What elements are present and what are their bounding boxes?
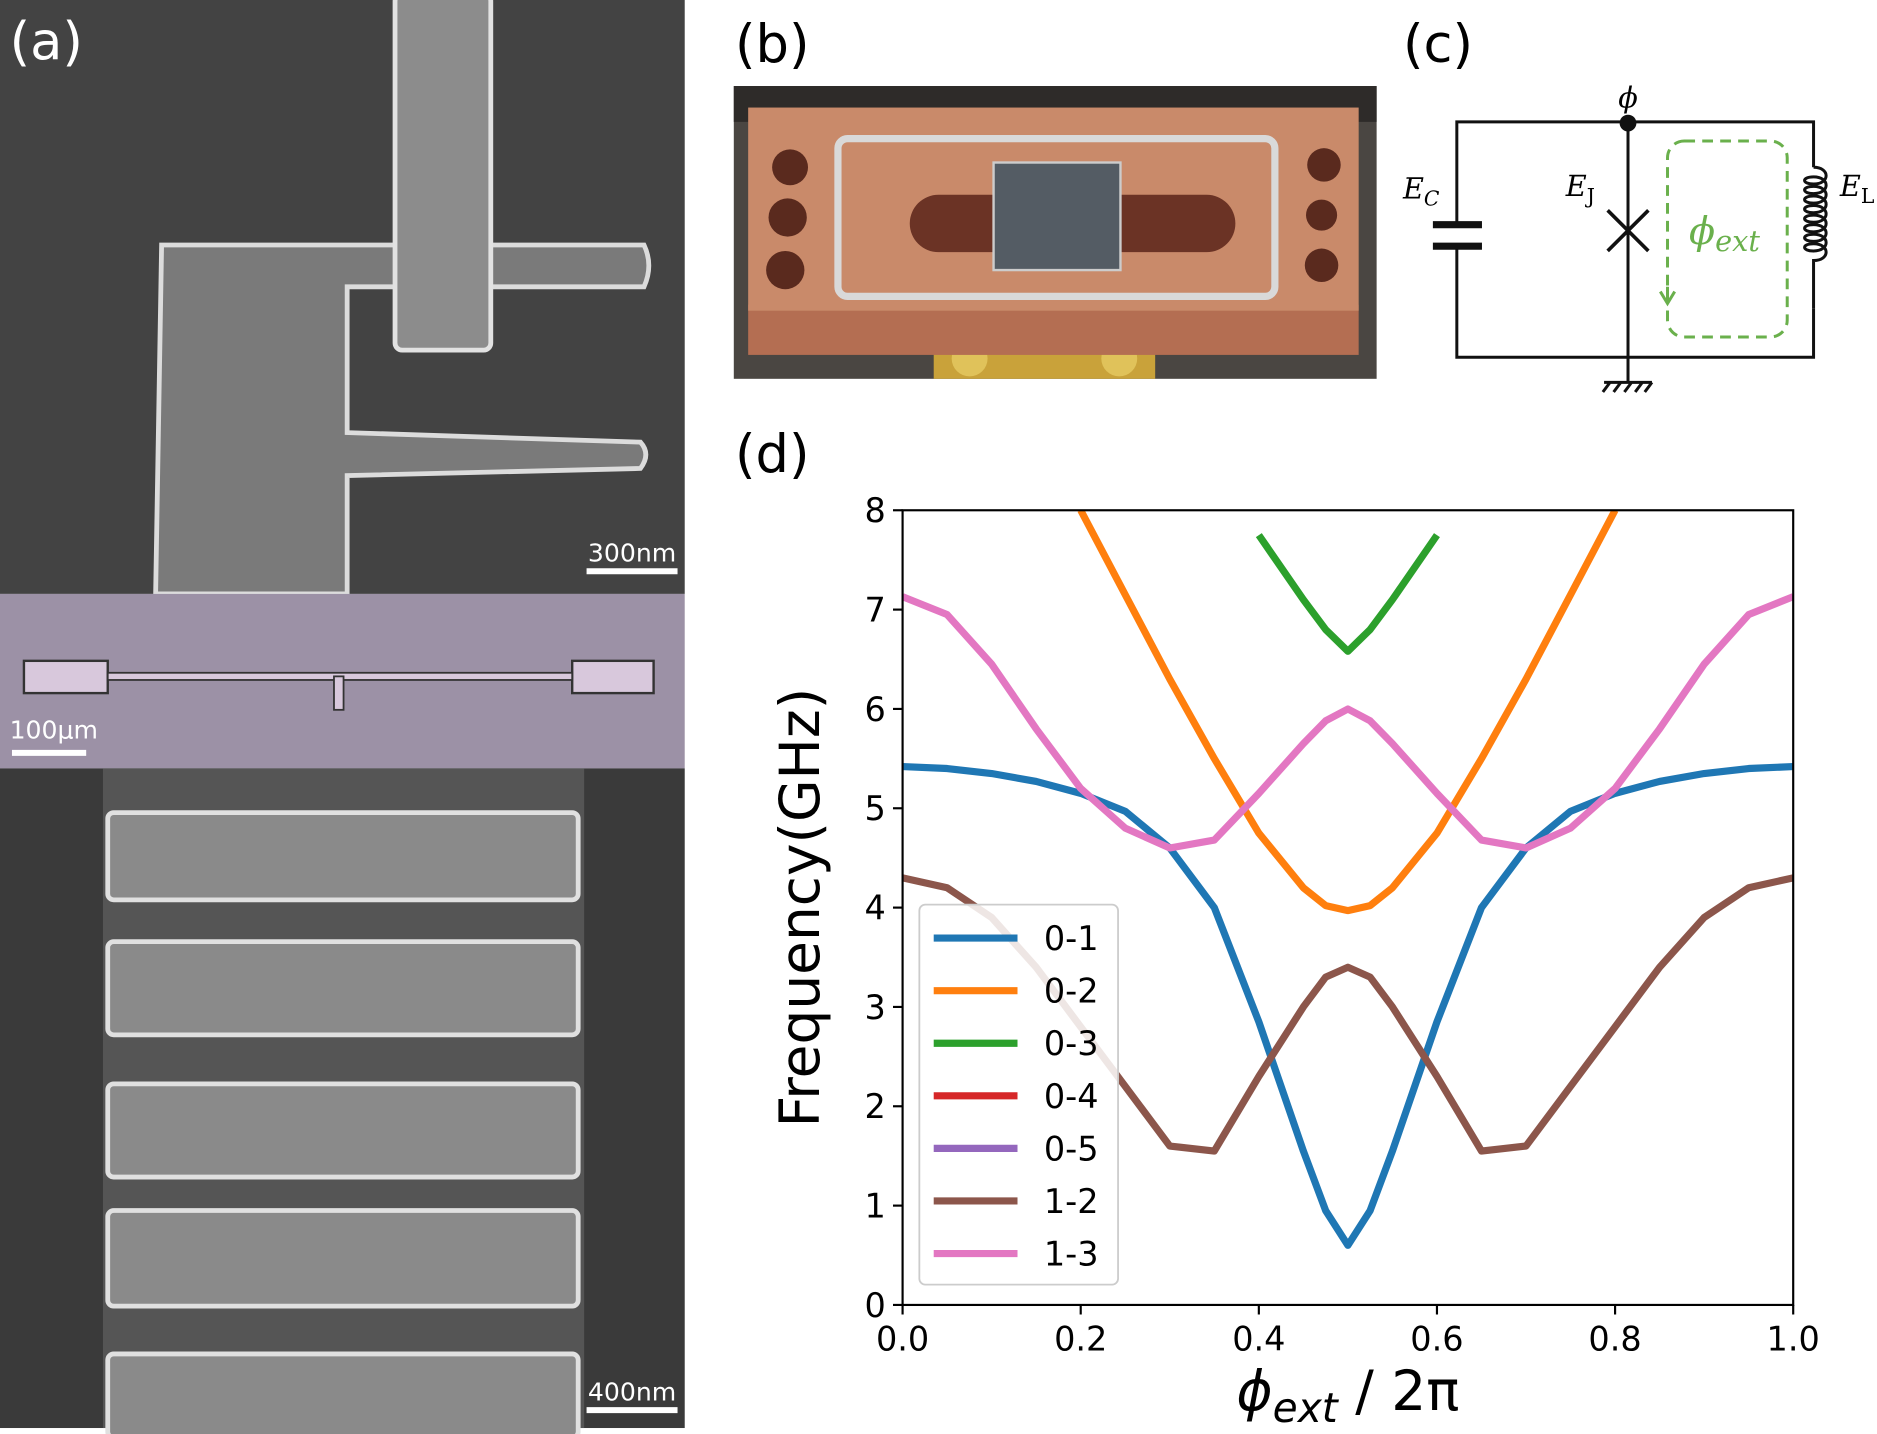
ej-label: EJ bbox=[1565, 169, 1595, 208]
series-line bbox=[1077, 510, 1619, 915]
x-axis-label: ϕext / 2π bbox=[1236, 1359, 1459, 1432]
junction bbox=[333, 675, 345, 711]
flux-label: ϕext bbox=[1689, 209, 1760, 258]
x-tick-label: 0.8 bbox=[1588, 1319, 1641, 1358]
node bbox=[1619, 114, 1637, 132]
el-sub: L bbox=[1861, 184, 1875, 208]
scale-label: 300nm bbox=[588, 539, 676, 568]
hole bbox=[766, 250, 805, 290]
legend-label: 0-5 bbox=[1044, 1129, 1099, 1168]
hole bbox=[1304, 248, 1339, 283]
sem-bottom: 400nm bbox=[0, 768, 685, 1434]
scale-label: 400nm bbox=[588, 1378, 676, 1407]
legend-label: 0-1 bbox=[1044, 919, 1099, 958]
hole bbox=[1307, 148, 1341, 182]
x-tick-label: 0.0 bbox=[876, 1319, 929, 1358]
ej-main: E bbox=[1565, 169, 1587, 203]
pad bbox=[571, 659, 655, 695]
junction bbox=[1606, 209, 1650, 253]
sem-electrode bbox=[153, 242, 652, 597]
series-line bbox=[1255, 533, 1440, 655]
sem-bar bbox=[105, 1208, 581, 1309]
el-main: E bbox=[1839, 169, 1861, 203]
pad bbox=[22, 659, 109, 695]
y-tick-label: 3 bbox=[865, 988, 886, 1027]
ej-sub: J bbox=[1585, 184, 1595, 208]
sem-bar bbox=[105, 1351, 581, 1434]
chip bbox=[992, 161, 1122, 272]
x-label-subscript: ext bbox=[1273, 1384, 1340, 1432]
panel-label: (a) bbox=[10, 12, 83, 73]
circuit bbox=[1432, 120, 1828, 393]
legend-label: 1-3 bbox=[1044, 1235, 1099, 1274]
y-tick-label: 7 bbox=[865, 591, 886, 630]
el-label: EL bbox=[1839, 169, 1875, 208]
flux-arrow bbox=[1659, 286, 1676, 307]
x-label-rest: / 2π bbox=[1338, 1359, 1460, 1423]
hole bbox=[1305, 199, 1338, 231]
node-label: ϕ bbox=[1618, 81, 1638, 115]
plot-lines bbox=[902, 510, 1794, 1249]
y-tick-label: 8 bbox=[865, 491, 886, 530]
sem-lead bbox=[392, 0, 494, 353]
ec-sub: C bbox=[1424, 187, 1440, 211]
y-tick-label: 1 bbox=[865, 1187, 886, 1226]
x-tick-label: 0.4 bbox=[1232, 1319, 1285, 1358]
panel-label: (c) bbox=[1403, 14, 1473, 75]
y-tick-label: 6 bbox=[865, 690, 886, 729]
ec-label: EC bbox=[1402, 171, 1440, 210]
flux-sub: ext bbox=[1715, 224, 1760, 258]
legend-label: 1-2 bbox=[1044, 1182, 1099, 1221]
ground bbox=[1601, 380, 1654, 393]
x-tick-label: 0.6 bbox=[1410, 1319, 1463, 1358]
y-tick-label: 0 bbox=[865, 1286, 886, 1325]
hole bbox=[768, 198, 807, 237]
legend-label: 0-3 bbox=[1044, 1024, 1099, 1063]
x-tick-label: 1.0 bbox=[1767, 1319, 1820, 1358]
x-tick-label: 0.2 bbox=[1054, 1319, 1107, 1358]
y-tick-label: 5 bbox=[865, 789, 886, 828]
chart: 0 1 2 3 4 5 6 7 8 0.0 0.2 0.4 0.6 0.8 1.0 Frequency(GHz… bbox=[768, 491, 1820, 1432]
flux-main: ϕ bbox=[1689, 209, 1715, 254]
optical-strip: 100μm bbox=[0, 593, 685, 769]
wire-loop bbox=[834, 135, 1279, 300]
scale-label: 100μm bbox=[10, 716, 98, 745]
y-tick-label: 2 bbox=[865, 1087, 886, 1126]
legend-label: 0-2 bbox=[1044, 972, 1099, 1011]
series-line bbox=[902, 593, 1794, 852]
series-line bbox=[902, 763, 1794, 1249]
panel-label: (d) bbox=[735, 424, 810, 485]
x-label-symbol: ϕ bbox=[1236, 1359, 1272, 1423]
photo bbox=[733, 86, 1377, 379]
y-axis-label: Frequency(GHz) bbox=[768, 688, 832, 1128]
panel-label: (b) bbox=[735, 14, 810, 75]
legend-label: 0-4 bbox=[1044, 1077, 1099, 1116]
inductor bbox=[1803, 165, 1828, 309]
sem-top: 300nm bbox=[0, 0, 685, 597]
sem-bar bbox=[105, 1081, 581, 1180]
sem-bar bbox=[105, 810, 581, 903]
sem-bar bbox=[105, 939, 581, 1038]
block-front bbox=[748, 304, 1359, 355]
legend-box bbox=[918, 903, 1119, 1286]
flux-loop bbox=[1666, 139, 1789, 339]
y-tick-label: 4 bbox=[865, 889, 886, 928]
hole bbox=[772, 149, 809, 186]
ec-main: E bbox=[1402, 171, 1424, 205]
